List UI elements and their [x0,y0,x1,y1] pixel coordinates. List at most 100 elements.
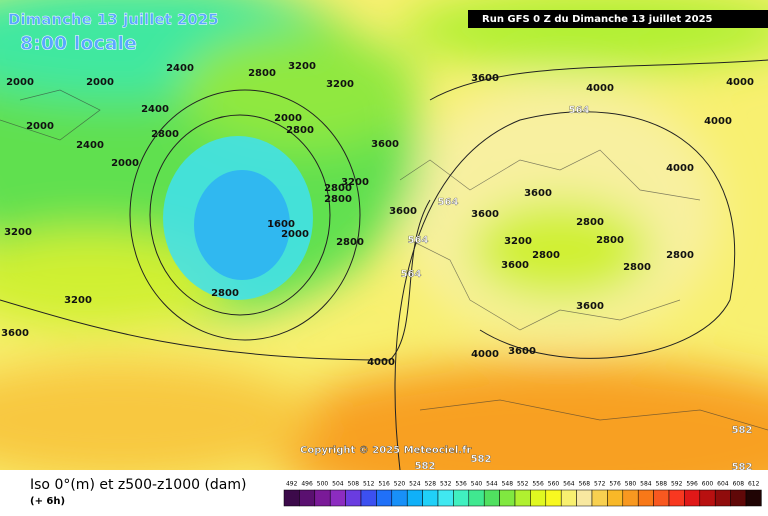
contour-label: 3600 [389,206,417,217]
scale-swatch [499,489,516,507]
contour-label: 2800 [324,194,352,205]
thickness-label: 564 [438,197,459,208]
thickness-label: 582 [471,454,492,465]
scale-label: 508 [348,481,360,488]
scale-swatch [545,489,562,507]
contour-label: 3600 [576,301,604,312]
scale-swatch [653,489,670,507]
scale-label: 492 [286,481,298,488]
scale-swatch [422,489,439,507]
scale-label: 588 [656,481,668,488]
contour-label: 2800 [336,237,364,248]
scale-swatch [453,489,470,507]
scale-label: 568 [579,481,591,488]
scale-swatch [591,489,608,507]
scale-swatch [699,489,716,507]
contour-label: 2000 [274,113,302,124]
scale-label: 536 [455,481,467,488]
contour-label: 3600 [471,73,499,84]
contour-label: 4000 [726,77,754,88]
scale-swatch [684,489,701,507]
copyright: Copyright © 2025 Meteociel.fr [300,445,471,456]
scale-swatch [714,489,731,507]
contour-label: 2000 [86,77,114,88]
scale-label: 552 [517,481,529,488]
date-label: Dimanche 13 juillet 2025 [8,11,219,29]
scale-swatch [437,489,454,507]
scale-label: 612 [748,481,760,488]
contour-label: 3200 [504,236,532,247]
contour-label: 2000 [26,121,54,132]
scale-swatch [345,489,362,507]
scale-label: 516 [378,481,390,488]
caption: Iso 0°(m) et z500-z1000 (dam) [30,477,247,493]
contour-label: 3200 [4,227,32,238]
scale-label: 580 [625,481,637,488]
contour-label: 3600 [1,328,29,339]
contour-label: 1600 [267,219,295,230]
contour-label: 2800 [596,235,624,246]
contour-label: 2800 [286,125,314,136]
contour-label: 4000 [367,357,395,368]
scale-label: 556 [532,481,544,488]
run-label: Run GFS 0 Z du Dimanche 13 juillet 2025 [482,14,713,25]
scale-label: 596 [686,481,698,488]
scale-label: 524 [409,481,421,488]
contour-label: 4000 [471,349,499,360]
scale-swatch [329,489,346,507]
scale-label: 584 [640,481,652,488]
contour-label: 2400 [166,63,194,74]
contour-label: 3200 [326,79,354,90]
contour-label: 3600 [471,209,499,220]
scale-label: 532 [440,481,452,488]
contour-label: 3600 [524,188,552,199]
scale-swatch [560,489,577,507]
contour-label: 3200 [64,295,92,306]
contour-label: 3600 [501,260,529,271]
scale-swatch [622,489,639,507]
contour-label: 3200 [341,177,369,188]
thickness-label: 582 [415,461,436,472]
scale-label: 512 [363,481,375,488]
scale-swatch [406,489,423,507]
scale-label: 572 [594,481,606,488]
contour-label: 2800 [666,250,694,261]
contour-label: 2800 [623,262,651,273]
contour-label: 4000 [666,163,694,174]
scale-swatch [314,489,331,507]
thickness-label: 564 [569,105,590,116]
contour-label: 2000 [281,229,309,240]
contour-label: 2400 [76,140,104,151]
scale-label: 528 [425,481,437,488]
contour-label: 2800 [151,129,179,140]
contour-label: 3600 [508,346,536,357]
thickness-label: 582 [732,425,753,436]
scale-swatch [483,489,500,507]
scale-label: 560 [548,481,560,488]
lead-time: (+ 6h) [30,496,65,507]
scale-swatch [360,489,377,507]
contour-label: 2800 [211,288,239,299]
run-banner [468,10,768,28]
scale-label: 540 [471,481,483,488]
scale-label: 520 [394,481,406,488]
contour-label: 2000 [6,77,34,88]
contour-label: 4000 [586,83,614,94]
scale-swatch [730,489,747,507]
contour-label: 2000 [111,158,139,169]
scale-label: 548 [502,481,514,488]
scale-swatch [514,489,531,507]
scale-swatch [637,489,654,507]
time-label: 8:00 locale [20,33,137,55]
thickness-label: 564 [401,269,422,280]
scale-swatch [391,489,408,507]
scale-label: 604 [717,481,729,488]
scale-label: 496 [301,481,313,488]
contour-label: 2800 [576,217,604,228]
scale-swatch [576,489,593,507]
contour-label: 2800 [324,183,352,194]
scale-label: 500 [317,481,329,488]
scale-swatch [607,489,624,507]
